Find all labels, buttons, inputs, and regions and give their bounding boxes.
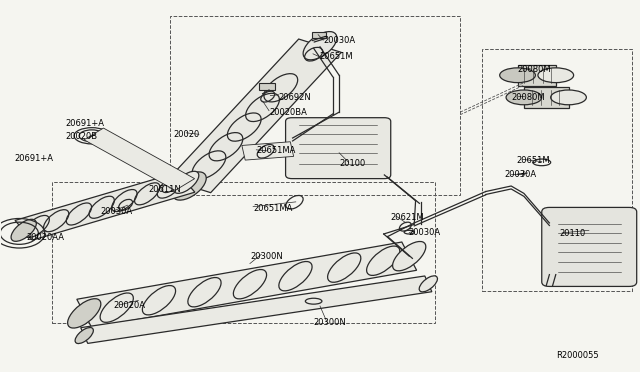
FancyBboxPatch shape (541, 208, 637, 286)
Text: 20020AA: 20020AA (27, 233, 65, 242)
Text: 20651M: 20651M (319, 52, 353, 61)
Polygon shape (15, 173, 195, 240)
Text: 20020B: 20020B (65, 132, 97, 141)
Text: 20020A: 20020A (113, 301, 145, 311)
Ellipse shape (500, 68, 536, 83)
Text: 20300N: 20300N (250, 251, 283, 261)
Text: 20080M: 20080M (518, 65, 551, 74)
Text: 20611N: 20611N (148, 185, 180, 194)
Text: 20030A: 20030A (100, 207, 132, 217)
Polygon shape (77, 242, 417, 327)
Text: 20651M: 20651M (516, 155, 550, 165)
Text: 20080M: 20080M (511, 93, 545, 102)
Text: 20691+A: 20691+A (14, 154, 53, 163)
Ellipse shape (173, 172, 206, 200)
Bar (312, 32, 326, 38)
Polygon shape (81, 276, 432, 343)
Text: 20030A: 20030A (505, 170, 537, 179)
Text: 20020BA: 20020BA (269, 108, 307, 117)
Ellipse shape (550, 90, 586, 105)
Text: 20692N: 20692N (278, 93, 311, 102)
Ellipse shape (303, 32, 337, 60)
Ellipse shape (68, 299, 101, 328)
Text: 20030A: 20030A (323, 36, 355, 45)
Text: 20300N: 20300N (314, 318, 346, 327)
Ellipse shape (75, 327, 93, 344)
Polygon shape (518, 65, 556, 86)
Text: R2000055: R2000055 (556, 351, 598, 360)
Ellipse shape (392, 241, 426, 271)
Ellipse shape (419, 276, 438, 292)
Text: 20030A: 20030A (408, 228, 440, 237)
Polygon shape (168, 39, 341, 193)
Text: 20020: 20020 (173, 130, 200, 139)
Bar (259, 83, 275, 90)
Text: 20621M: 20621M (390, 213, 424, 222)
Ellipse shape (506, 90, 541, 105)
Text: 20651MA: 20651MA (253, 203, 292, 213)
Polygon shape (524, 87, 568, 108)
Ellipse shape (173, 171, 199, 193)
Text: 20691+A: 20691+A (65, 119, 104, 128)
Ellipse shape (538, 68, 573, 83)
Polygon shape (242, 142, 294, 160)
Polygon shape (84, 128, 195, 190)
Text: 20100: 20100 (339, 159, 365, 169)
Text: 20651MA: 20651MA (256, 147, 296, 155)
Ellipse shape (11, 219, 36, 241)
Text: 20110: 20110 (559, 230, 585, 238)
FancyBboxPatch shape (285, 118, 391, 179)
